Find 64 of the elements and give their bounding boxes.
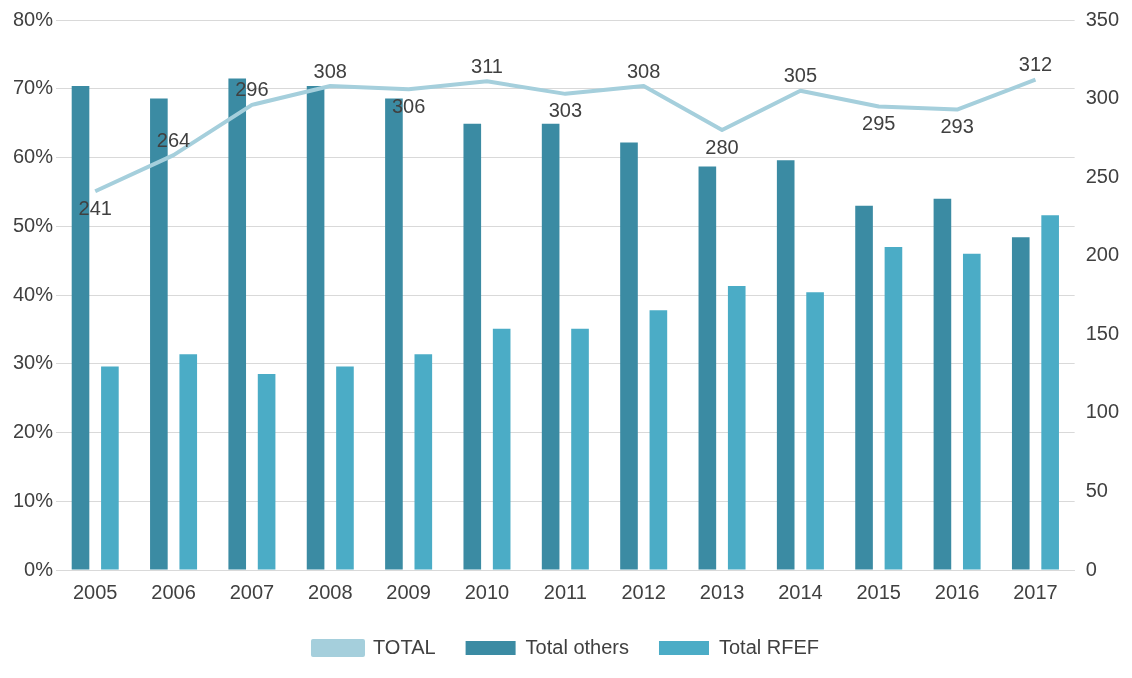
bar <box>492 328 511 570</box>
bar <box>933 198 952 570</box>
bar <box>884 246 903 570</box>
y2-tick-label: 100 <box>1085 400 1120 423</box>
x-tick-label: 2015 <box>856 580 901 603</box>
bar <box>727 286 746 570</box>
data-label: 295 <box>862 111 896 134</box>
x-tick-label: 2014 <box>778 580 823 603</box>
y-tick-label: 80% <box>13 7 54 30</box>
bar <box>336 366 354 570</box>
x-tick-label: 2007 <box>229 580 275 603</box>
bar <box>698 166 717 570</box>
y2-tick-label: 0 <box>1085 557 1097 580</box>
bar <box>962 253 981 570</box>
bar <box>620 142 638 570</box>
y2-tick-label: 50 <box>1085 478 1108 501</box>
y2-tick-label: 200 <box>1085 243 1120 266</box>
bar <box>806 292 824 570</box>
data-label: 312 <box>1018 53 1053 76</box>
data-label: 305 <box>783 64 818 87</box>
data-label: 280 <box>705 135 739 158</box>
x-tick-label: 2008 <box>308 580 353 603</box>
bar <box>179 354 198 570</box>
x-tick-label: 2017 <box>1013 580 1058 603</box>
y-tick-label: 20% <box>13 420 54 443</box>
y2-tick-label: 300 <box>1085 86 1120 109</box>
bar <box>1011 237 1030 570</box>
x-tick-label: 2012 <box>621 580 666 603</box>
bar <box>649 310 668 570</box>
bar <box>306 86 325 570</box>
bar <box>414 354 433 570</box>
data-label: 308 <box>627 59 661 82</box>
bar <box>101 366 119 570</box>
x-tick-label: 2009 <box>386 580 431 603</box>
data-label: 311 <box>471 54 503 77</box>
y-tick-label: 50% <box>13 213 54 236</box>
x-tick-label: 2016 <box>934 580 980 603</box>
x-tick-label: 2005 <box>72 580 118 603</box>
bar <box>571 328 589 570</box>
data-label: 303 <box>548 99 583 122</box>
data-label: 293 <box>940 115 974 138</box>
y-tick-label: 70% <box>13 76 54 99</box>
bar <box>463 123 482 570</box>
data-label: 308 <box>313 59 347 82</box>
y-tick-label: 40% <box>13 282 54 305</box>
y2-tick-label: 150 <box>1085 321 1120 344</box>
legend-label: Total RFEF <box>718 635 820 658</box>
x-tick-label: 2011 <box>543 580 587 603</box>
y-tick-label: 30% <box>13 351 54 374</box>
x-tick-label: 2013 <box>699 580 745 603</box>
bar <box>776 160 795 570</box>
legend-label: Total others <box>525 635 629 658</box>
x-tick-label: 2006 <box>151 580 196 603</box>
x-tick-label: 2010 <box>464 580 510 603</box>
y2-tick-label: 350 <box>1085 7 1120 30</box>
y2-tick-label: 250 <box>1085 164 1120 187</box>
y-tick-label: 10% <box>13 488 54 511</box>
bar <box>855 205 873 570</box>
bar <box>1041 215 1059 570</box>
legend-label: TOTAL <box>372 635 436 658</box>
y-tick-label: 60% <box>13 145 54 168</box>
y-tick-label: 0% <box>24 557 54 580</box>
bar <box>541 123 560 570</box>
bar <box>257 374 276 570</box>
